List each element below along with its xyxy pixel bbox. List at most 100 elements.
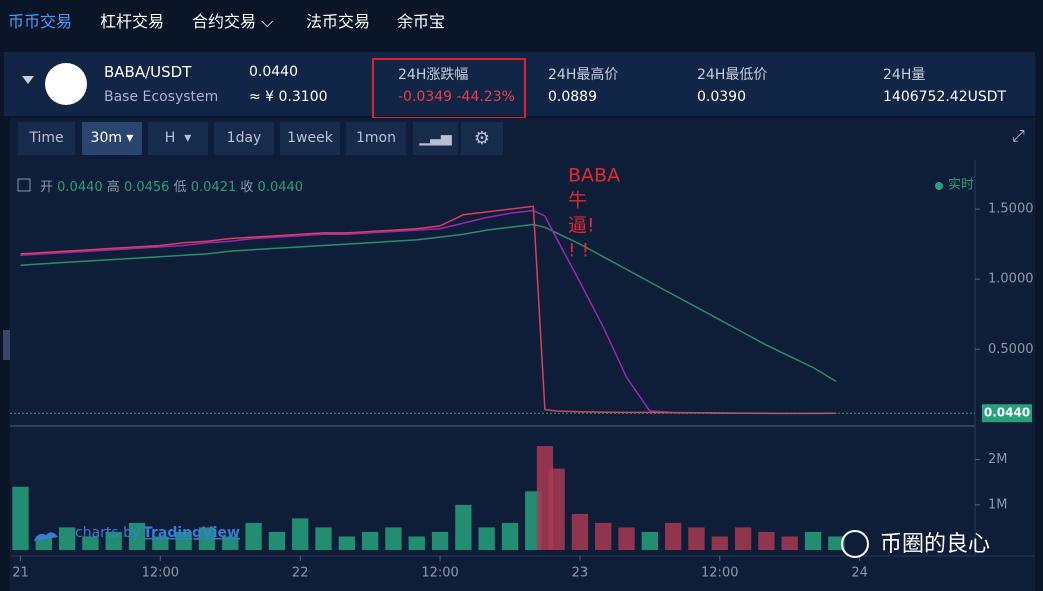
volume-bar — [501, 522, 519, 550]
collapse-toggle[interactable] — [22, 76, 34, 84]
toolbar-button[interactable]: 1mon — [346, 122, 406, 155]
wechat-icon — [841, 530, 869, 558]
volume-bar — [245, 522, 262, 550]
volume-bar — [175, 531, 192, 550]
nav-item[interactable]: 合约交易 ⌵ — [192, 12, 274, 31]
volume-bar — [641, 531, 658, 550]
volume-bar — [618, 527, 635, 550]
toolbar-label: 30m — [90, 130, 122, 146]
volume-bar — [315, 527, 332, 550]
volume-label: 24H量 — [883, 67, 926, 83]
low: 0.0390 — [697, 89, 746, 105]
annotation: 牛 — [568, 190, 587, 212]
change-label: 24H涨跌幅 — [398, 67, 469, 83]
nav-label: 合约交易 — [192, 12, 257, 31]
price-cny: ≈ ¥ 0.3100 — [249, 89, 328, 105]
watermark-logo — [34, 532, 58, 541]
legend-toggle[interactable] — [17, 178, 31, 192]
ohlc-legend: 开 0.0440 高 0.0456 低 0.0421 收 0.0440 — [40, 179, 303, 195]
annotation: ! ! — [568, 240, 589, 262]
ohlc-value: 0.0440 — [258, 180, 304, 195]
last-price-label: 0.0440 — [984, 406, 1030, 420]
volume-bar — [152, 536, 169, 550]
volume-bar — [828, 536, 845, 550]
ohlc-value: 0.0421 — [191, 180, 237, 195]
low-label: 24H最低价 — [697, 67, 768, 83]
y-tick-label: 1.0000 — [988, 272, 1034, 287]
volume-bar — [548, 468, 565, 550]
y-tick-label: 1M — [988, 497, 1008, 512]
nav-item[interactable]: 法币交易 — [306, 12, 371, 31]
volume-bar — [804, 531, 822, 550]
y-tick-label: 2M — [988, 452, 1008, 467]
volume-bar — [338, 536, 355, 550]
settings-button[interactable]: ⚙ — [461, 122, 503, 155]
change: -0.0349 -44.23% — [398, 89, 515, 105]
side-tab[interactable] — [3, 330, 10, 360]
toolbar-button[interactable]: 1day — [214, 122, 274, 155]
volume-bar — [58, 527, 76, 550]
annotation: 逼! — [568, 215, 595, 237]
toolbar-button[interactable]: 1week — [280, 122, 340, 155]
watermark-brand: TradingView — [143, 525, 240, 541]
x-tick-label: 12:00 — [421, 566, 458, 581]
realtime-dot — [935, 182, 943, 190]
watermark-prefix: charts by — [75, 525, 140, 541]
ecosystem: Base Ecosystem — [104, 89, 219, 105]
x-tick-label: 22 — [292, 566, 309, 581]
volume-bar — [222, 536, 239, 550]
volume-bar — [478, 527, 495, 550]
toolbar-button[interactable]: H ▾ — [148, 122, 208, 155]
volume-bar — [385, 527, 402, 550]
volume-bar — [128, 522, 146, 550]
annotation: BABA — [568, 165, 620, 187]
volume-bar — [431, 531, 449, 550]
realtime: 实时 — [948, 178, 974, 193]
volume-bar — [688, 527, 705, 550]
x-tick-label: 21 — [12, 566, 29, 581]
nav-item[interactable]: 币币交易 — [8, 12, 73, 31]
high-label: 24H最高价 — [548, 67, 619, 83]
price-line — [20, 209, 837, 415]
volume-bar — [82, 536, 99, 550]
ohlc-value: 0.0456 — [124, 180, 170, 195]
x-tick-label: 12:00 — [701, 566, 738, 581]
toolbar-button[interactable]: Time — [18, 122, 75, 155]
volume: 1406752.42USDT — [883, 89, 1007, 105]
volume-bar — [571, 513, 589, 550]
toolbar-button[interactable]: 30m ▾ — [82, 122, 142, 155]
ohlc-key: 开 — [40, 180, 53, 195]
price: 0.0440 — [249, 64, 298, 80]
volume-bar — [781, 536, 798, 550]
coin-icon — [45, 63, 87, 105]
pair: BABA/USDT — [104, 63, 192, 81]
x-tick-label: 23 — [572, 566, 589, 581]
nav-item[interactable]: 余币宝 — [397, 12, 446, 31]
signature: 币圈的良心 — [880, 532, 990, 557]
volume-bar — [12, 486, 29, 550]
volume-bar — [734, 527, 752, 550]
chart-panel — [10, 118, 1035, 591]
ohlc-value: 0.0440 — [57, 180, 103, 195]
indicator-button[interactable]: ▁▃▅ — [413, 122, 458, 155]
volume-bar — [664, 522, 682, 550]
volume-bar — [292, 518, 309, 550]
volume-bar — [455, 504, 472, 550]
ohlc-key: 高 — [107, 179, 120, 195]
volume-bar — [595, 522, 612, 550]
price-line — [20, 223, 837, 383]
nav-item[interactable]: 杠杆交易 — [100, 12, 165, 31]
volume-bar — [408, 536, 425, 550]
fullscreen-button[interactable]: ⤢ — [1012, 126, 1025, 145]
volume-bar — [198, 527, 216, 550]
watermark: charts by TradingView — [34, 525, 240, 541]
price-line — [20, 205, 837, 415]
volume-bar — [268, 531, 286, 550]
toolbar-label: H — [164, 130, 176, 146]
ohlc-key: 低 — [174, 180, 187, 195]
volume-bar — [711, 536, 728, 550]
x-tick-label: 12:00 — [142, 566, 179, 581]
volume-bar — [105, 531, 122, 550]
